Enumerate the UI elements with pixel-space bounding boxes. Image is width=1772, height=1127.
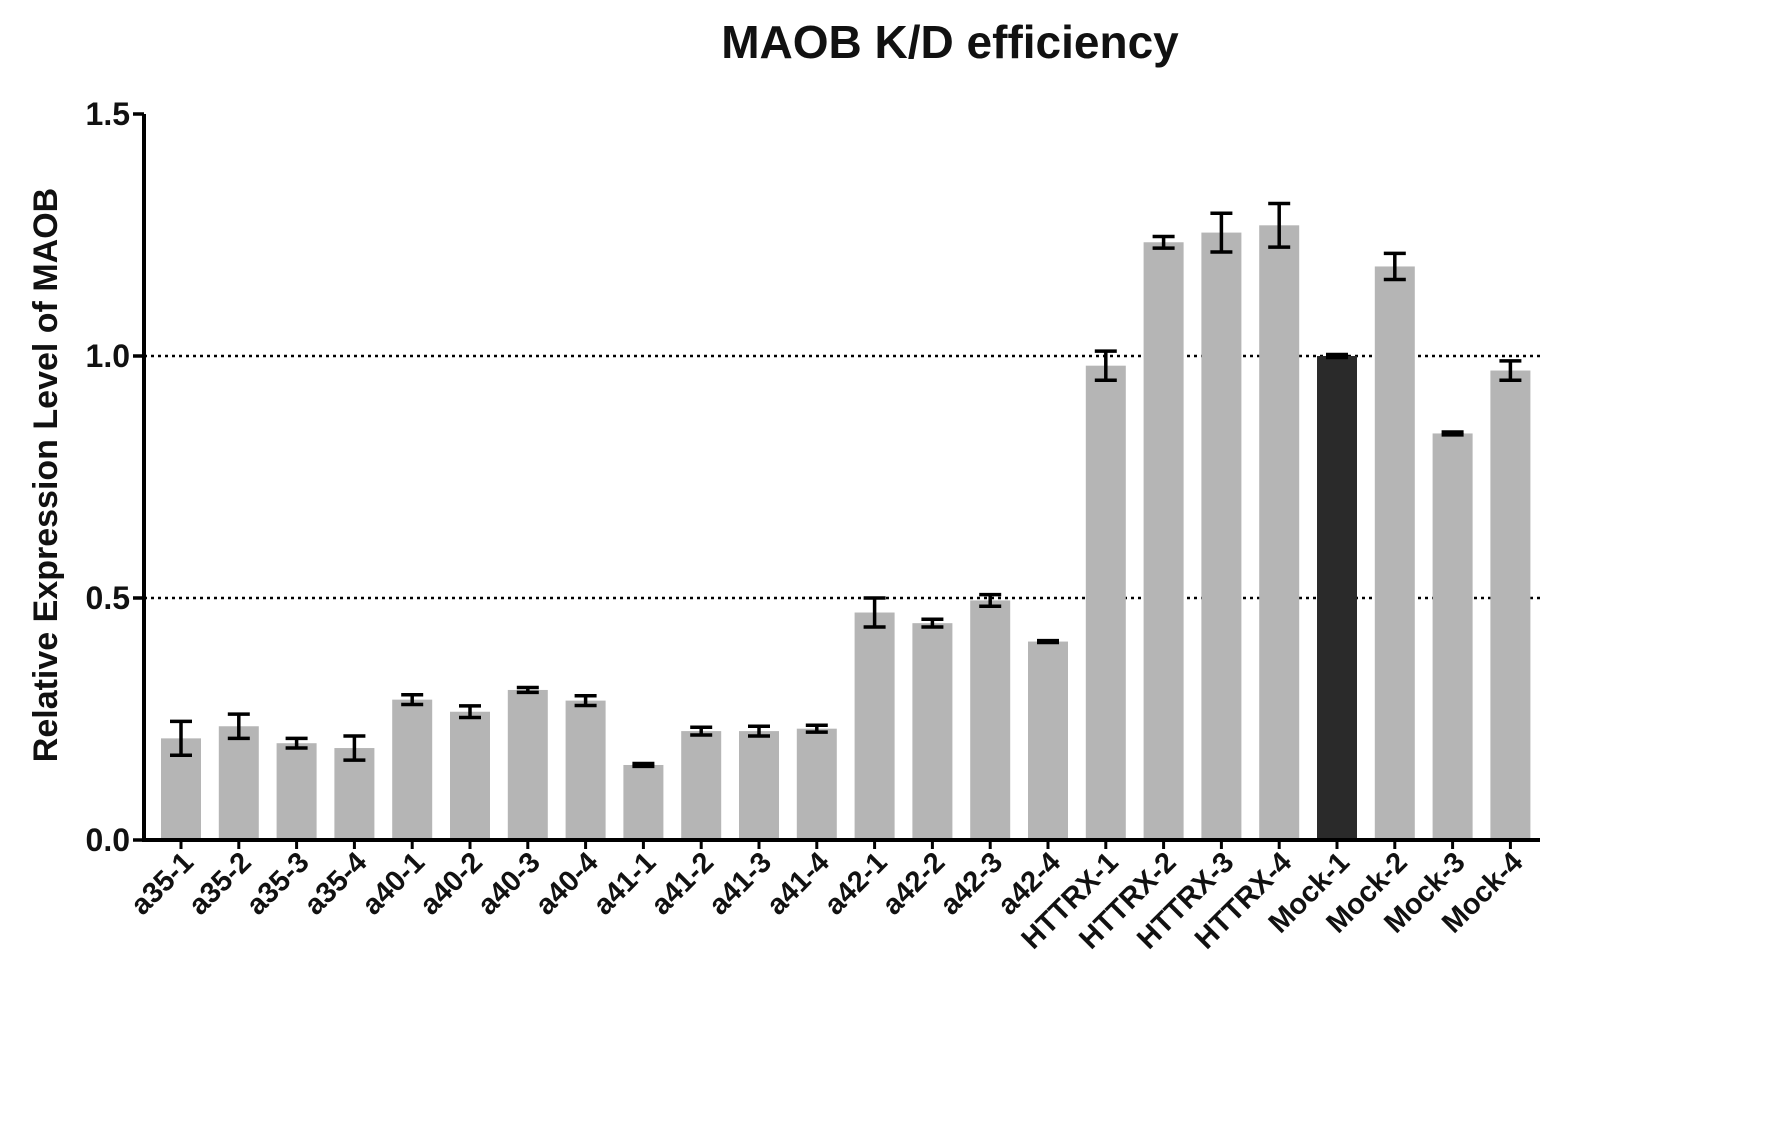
x-tick-label: a41-3 [703, 846, 778, 921]
bar [1432, 433, 1473, 840]
error-bar [401, 693, 424, 707]
bar [1201, 232, 1242, 840]
axes [142, 114, 1540, 842]
error-bar [285, 736, 308, 750]
x-tick-label: a35-2 [183, 846, 258, 921]
error-bar [1152, 234, 1175, 250]
bar [970, 600, 1011, 840]
error-bar [921, 617, 944, 629]
x-tick-label: a41-1 [587, 846, 662, 921]
chart-title: MAOB K/D efficiency [721, 16, 1179, 68]
error-bar [459, 704, 481, 720]
x-tick-label: a41-4 [761, 846, 836, 921]
error-bar [690, 725, 713, 737]
bar [507, 689, 548, 840]
y-tick-label: 1.0 [86, 338, 130, 374]
bar [276, 743, 317, 840]
bar [854, 612, 895, 840]
error-bar [632, 761, 655, 769]
error-bar [1499, 359, 1522, 382]
x-tick-label: a40-2 [414, 846, 489, 921]
bar [1028, 641, 1068, 840]
y-ticks: 0.0 0.5 1.0 1.5 [86, 96, 144, 858]
y-tick-label: 1.5 [86, 96, 130, 132]
error-bar [1268, 201, 1291, 249]
x-tick-label: a35-1 [125, 846, 200, 921]
bar [450, 711, 490, 840]
error-bar [574, 694, 597, 708]
reference-lines [144, 354, 1540, 600]
bar [623, 764, 664, 840]
x-tick-label: a40-4 [529, 846, 604, 921]
x-tick-label: a41-2 [645, 846, 720, 921]
x-ticks: a35-1a35-2a35-3a35-4a40-1a40-2a40-3a40-4… [125, 840, 1529, 956]
y-axis-label: Relative Expression Level of MAOB [27, 188, 65, 762]
bar [912, 623, 953, 840]
error-bars [170, 201, 1522, 769]
error-bar [1094, 349, 1117, 382]
x-tick-label: a42-2 [876, 846, 951, 921]
x-tick-label: a35-3 [240, 846, 315, 921]
error-bar [979, 592, 1002, 608]
error-bar [1037, 638, 1059, 645]
error-bar [1326, 352, 1348, 360]
bar [392, 699, 433, 840]
x-tick-label: a35-4 [298, 846, 373, 921]
error-bar [343, 734, 366, 762]
x-tick-label: a40-1 [356, 846, 431, 921]
bars [161, 225, 1531, 841]
error-bar [863, 596, 886, 629]
bar [681, 731, 722, 840]
bar [1259, 225, 1300, 840]
bar [739, 731, 779, 840]
bar [1374, 266, 1415, 841]
error-bar [748, 724, 770, 738]
bar [1490, 370, 1531, 840]
bar [334, 748, 375, 840]
x-tick-label: a40-3 [472, 846, 547, 921]
bar [1085, 365, 1126, 840]
bar [218, 726, 259, 840]
y-tick-label: 0.5 [86, 580, 130, 616]
bar [565, 700, 606, 840]
error-bar [227, 712, 250, 741]
error-bar [1383, 251, 1406, 282]
bar [796, 728, 837, 840]
y-tick-label: 0.0 [86, 822, 130, 858]
bar [1317, 356, 1357, 840]
error-bar [170, 719, 192, 758]
error-bar [516, 685, 539, 695]
error-bar [805, 723, 828, 734]
x-tick-label: a42-1 [818, 846, 893, 921]
error-bar [1441, 430, 1464, 437]
error-bar [1210, 211, 1233, 254]
bar [1143, 242, 1184, 840]
x-tick-label: a42-3 [934, 846, 1009, 921]
